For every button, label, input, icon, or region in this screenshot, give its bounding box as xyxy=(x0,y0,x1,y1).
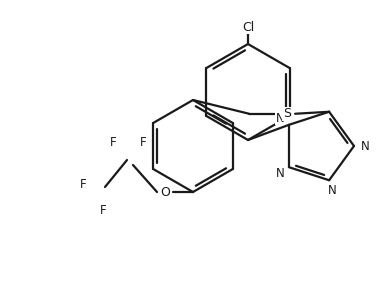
Text: F: F xyxy=(80,178,86,191)
Text: O: O xyxy=(160,185,170,199)
Text: F: F xyxy=(100,204,106,216)
Text: N: N xyxy=(361,139,369,153)
Text: N: N xyxy=(276,112,284,125)
Text: Cl: Cl xyxy=(242,20,254,34)
Text: N: N xyxy=(328,184,337,197)
Text: N: N xyxy=(276,167,284,180)
Text: F: F xyxy=(110,135,116,149)
Text: S: S xyxy=(283,107,291,120)
Text: F: F xyxy=(140,135,146,149)
